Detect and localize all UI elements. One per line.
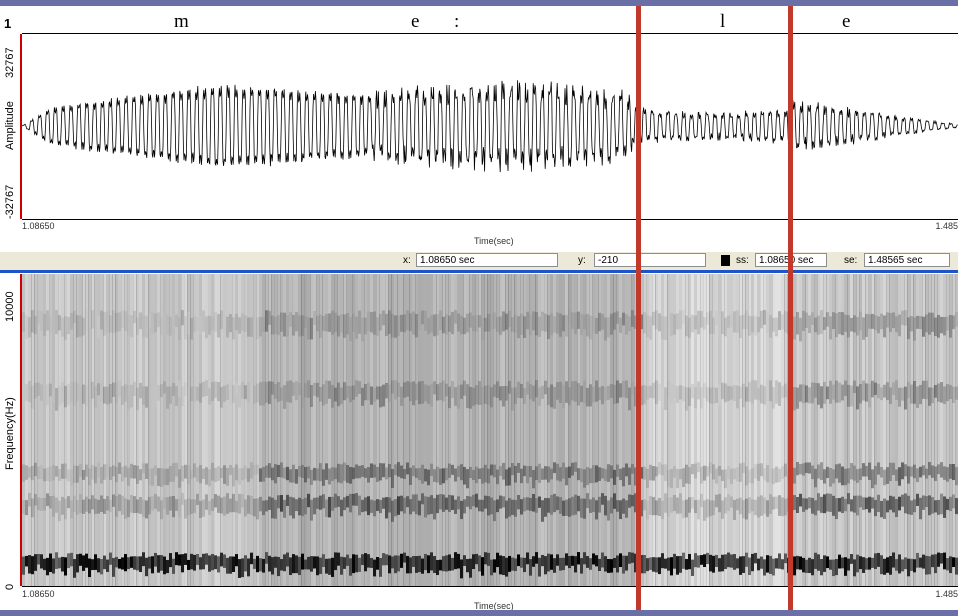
y-label: y: (578, 255, 586, 266)
segment-label[interactable]: l (720, 11, 726, 32)
spectrogram-texture (22, 274, 958, 586)
spectrogram-ymax-label: 10000 (4, 291, 16, 322)
x-label: x: (403, 255, 411, 266)
tier-number: 1 (4, 16, 12, 31)
spectrogram-time-row: 1.08650 1.485 (22, 589, 958, 601)
waveform-xlabel: Time(sec) (474, 236, 514, 246)
waveform-xstart: 1.08650 (22, 221, 55, 231)
spectrogram-xend: 1.485 (935, 589, 958, 599)
spectrogram-ylabel: Frequency(Hz) (4, 397, 16, 470)
waveform-time-row: 1.08650 1.485 (22, 221, 958, 233)
waveform-panel[interactable] (22, 34, 958, 220)
label-tier[interactable]: 1 m e : l e (4, 6, 958, 34)
waveform-ymin-label: -32767 (4, 184, 16, 219)
panel-separator[interactable] (0, 270, 958, 273)
spectrogram-axis-line (20, 274, 22, 586)
left-gutter (0, 6, 22, 610)
waveform-trace (22, 80, 958, 173)
status-bar: x: 1.08650 sec y: -210 ss: 1.08650 sec s… (0, 252, 958, 270)
waveform-plot (22, 80, 958, 173)
spectrogram-xstart: 1.08650 (22, 589, 55, 599)
segment-boundary-cursor[interactable] (788, 6, 793, 610)
y-value-field[interactable]: -210 (594, 253, 706, 267)
window-bottom-border (0, 610, 958, 616)
segment-label[interactable]: e (842, 11, 851, 32)
waveform-ymax-label: 32767 (4, 47, 16, 78)
segment-label[interactable]: e (411, 11, 420, 32)
selection-marker-icon (721, 255, 730, 266)
waveform-axis-line (20, 34, 22, 219)
window-top-border (0, 0, 958, 6)
waveform-ylabel: Amplitude (4, 101, 16, 150)
spectrogram-ymin-label: 0 (4, 583, 16, 590)
segment-boundary-cursor[interactable] (636, 6, 641, 610)
waveform-xend: 1.485 (935, 221, 958, 231)
se-value-field[interactable]: 1.48565 sec (864, 253, 950, 267)
x-value-field[interactable]: 1.08650 sec (416, 253, 558, 267)
ss-label: ss: (736, 255, 749, 266)
segment-label[interactable]: m (174, 11, 189, 32)
spectrogram-image (22, 274, 958, 586)
segment-label[interactable]: : (454, 11, 460, 32)
spectrogram-panel[interactable] (22, 274, 958, 587)
se-label: se: (844, 255, 858, 266)
spectrogram-xlabel: Time(sec) (474, 601, 514, 611)
